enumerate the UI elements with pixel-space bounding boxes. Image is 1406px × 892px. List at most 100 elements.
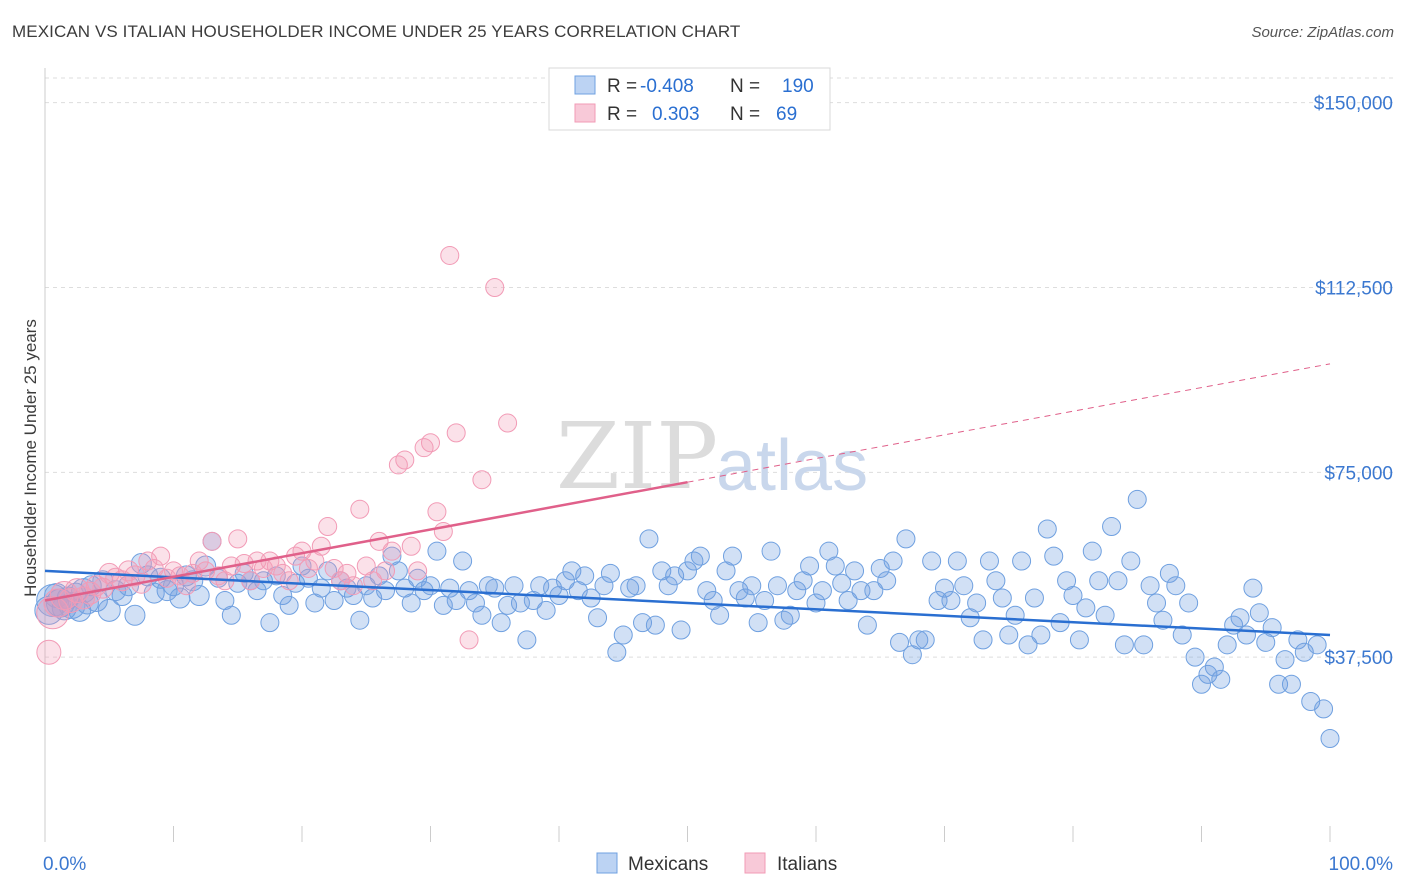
- italian-point: [472, 470, 492, 490]
- legend-r-label: R =: [607, 104, 637, 125]
- y-axis-label: Householder Income Under 25 years: [21, 319, 40, 597]
- mexican-point: [678, 561, 697, 581]
- mexican-point: [1243, 578, 1263, 598]
- mexican-point: [941, 590, 961, 610]
- italian-point: [363, 571, 383, 591]
- legend-label-mexicans: Mexicans: [628, 854, 708, 875]
- mexican-point: [909, 630, 929, 650]
- mexican-point: [1211, 669, 1231, 689]
- mexican-point: [1288, 630, 1308, 650]
- italian-point: [485, 277, 505, 297]
- mexican-point: [421, 576, 440, 596]
- mexican-point: [684, 551, 704, 571]
- mexicans-trend-line: [44, 569, 1331, 637]
- mexican-point: [767, 576, 787, 596]
- mexican-point: [1037, 519, 1057, 539]
- mexican-point: [472, 605, 492, 625]
- italian-point: [350, 499, 370, 519]
- mexican-point: [440, 578, 460, 598]
- mexican-point: [877, 571, 897, 591]
- legend-n-value: 190: [782, 76, 814, 97]
- mexican-point: [401, 593, 421, 613]
- mexican-point: [1024, 588, 1044, 608]
- mexican-point: [1314, 699, 1334, 719]
- mexican-point: [1012, 551, 1032, 571]
- legend-swatch-italians: [574, 103, 596, 123]
- mexican-point: [742, 576, 762, 596]
- mexican-point: [600, 563, 620, 583]
- mexican-point: [986, 571, 1006, 591]
- italian-point: [176, 576, 196, 596]
- watermark-atlas: atlas: [716, 426, 868, 506]
- mexican-point: [806, 593, 826, 613]
- mexican-point: [562, 561, 582, 581]
- mexican-point: [607, 642, 627, 662]
- x-tick-label: 100.0%: [1329, 854, 1394, 875]
- italians-trend-extension: [687, 363, 1331, 483]
- mexican-point: [1114, 635, 1134, 655]
- mexican-point: [1172, 625, 1192, 645]
- mexican-point: [838, 590, 858, 610]
- mexican-point: [665, 566, 685, 586]
- mexican-point: [1140, 576, 1160, 596]
- mexican-point: [1069, 630, 1089, 650]
- mexican-point: [594, 576, 614, 596]
- mexican-point: [973, 630, 993, 650]
- mexican-point: [832, 573, 852, 593]
- mexican-point: [697, 581, 717, 601]
- mexican-point: [935, 578, 954, 598]
- legend-label-italians: Italians: [777, 854, 837, 875]
- x-tick-label: 0.0%: [43, 854, 86, 875]
- mexican-point: [613, 625, 633, 645]
- legend-swatch-mexicans: [574, 75, 596, 95]
- mexican-point: [800, 556, 820, 576]
- mexican-point: [992, 588, 1012, 608]
- legend-top: R = -0.408 N = 190 R = 0.303 N = 69: [548, 67, 831, 131]
- italian-point: [279, 571, 299, 591]
- y-tick-label: $37,500: [1324, 648, 1393, 669]
- mexican-point: [1153, 610, 1173, 630]
- legend-r-label: R =: [607, 76, 637, 97]
- italian-point: [395, 450, 415, 470]
- mexican-point: [639, 529, 659, 549]
- italian-point: [388, 455, 408, 475]
- mexican-point: [1044, 546, 1064, 566]
- mexican-point: [1102, 517, 1122, 537]
- mexican-point: [1159, 563, 1179, 583]
- mexican-point: [1198, 664, 1218, 684]
- mexican-point: [626, 576, 646, 596]
- mexican-point: [221, 605, 241, 625]
- mexican-point: [350, 610, 370, 630]
- trend-lines: [44, 363, 1331, 637]
- italians-trend-line: [44, 480, 688, 602]
- italian-point: [151, 546, 171, 566]
- italian-point: [311, 536, 331, 556]
- italian-point: [427, 502, 447, 522]
- mexican-point: [1204, 657, 1224, 677]
- mexican-point: [1031, 625, 1051, 645]
- x-tick-labels: 0.0% 100.0%: [43, 854, 1393, 875]
- mexican-point: [1082, 541, 1102, 561]
- italian-point: [298, 558, 318, 578]
- mexican-point: [1127, 489, 1147, 509]
- y-tick-label: $75,000: [1324, 463, 1393, 484]
- italian-point: [228, 529, 248, 549]
- y-tick-label: $150,000: [1314, 94, 1393, 115]
- mexican-point: [97, 598, 121, 622]
- mexican-point: [1063, 586, 1083, 606]
- chart-title: MEXICAN VS ITALIAN HOUSEHOLDER INCOME UN…: [12, 22, 741, 41]
- mexican-point: [376, 581, 396, 601]
- mexican-point: [729, 581, 749, 601]
- italian-point: [382, 541, 402, 561]
- mexican-point: [890, 632, 910, 652]
- mexican-point: [427, 541, 447, 561]
- mexican-point: [787, 581, 807, 601]
- watermark: ZIP atlas: [556, 403, 868, 510]
- italian-point: [440, 245, 460, 265]
- mexican-point: [864, 581, 884, 601]
- mexican-point: [857, 615, 877, 635]
- italian-point: [138, 551, 158, 571]
- mexican-point: [465, 593, 485, 613]
- mexican-point: [491, 613, 511, 633]
- mexican-point: [658, 576, 678, 596]
